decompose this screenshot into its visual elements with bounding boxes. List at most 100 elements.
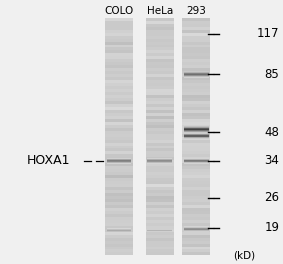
Bar [182,128,211,131]
Bar [146,107,174,110]
Bar [182,101,211,104]
Bar [182,86,211,89]
Bar [182,199,211,202]
Bar [184,159,209,160]
Bar [182,124,211,128]
Bar [182,107,211,110]
Bar [146,219,174,223]
Bar [182,50,211,53]
Bar [105,175,133,178]
Text: (kD): (kD) [233,251,255,261]
Bar [146,160,174,163]
Bar [107,230,131,231]
Bar [182,83,211,86]
Bar [105,160,133,163]
Bar [146,128,174,131]
Bar [105,193,133,196]
Bar [105,101,133,104]
Bar [105,130,133,134]
Bar [146,92,174,95]
Bar [184,131,209,132]
Bar [105,178,133,181]
Bar [146,199,174,202]
Bar [105,240,133,244]
Bar [146,35,174,39]
Bar [182,154,211,157]
Bar [107,158,131,159]
Bar [182,80,211,83]
Bar [105,83,133,86]
Text: COLO: COLO [104,6,134,16]
Bar [146,65,174,68]
Bar [182,104,211,107]
Bar [184,132,209,133]
Bar [146,116,174,119]
Bar [105,128,133,131]
Bar [182,178,211,181]
Bar [146,243,174,247]
Bar [184,231,209,232]
Text: HOXA1: HOXA1 [27,154,70,167]
Bar [105,202,133,205]
Bar [184,229,209,230]
Bar [105,17,133,21]
Bar [146,228,174,232]
Bar [182,252,211,256]
Bar [105,219,133,223]
Bar [105,112,133,116]
Bar [146,225,174,229]
Bar [182,151,211,154]
Bar [146,246,174,249]
Bar [105,142,133,145]
Bar [105,154,133,157]
Bar [182,190,211,193]
Bar [105,196,133,199]
Bar [105,62,133,65]
Bar [146,83,174,86]
Bar [105,199,133,202]
Bar [182,29,211,33]
Bar [146,29,174,33]
Bar [146,112,174,116]
Bar [182,59,211,62]
Bar [105,184,133,187]
Bar [146,50,174,53]
Bar [182,65,211,68]
Bar [182,74,211,77]
Bar [182,142,211,145]
Bar [105,139,133,143]
Bar [182,17,211,21]
Bar [184,127,209,128]
Bar [182,68,211,71]
Bar [146,89,174,92]
Bar [182,202,211,205]
Bar [182,181,211,184]
Bar [146,151,174,154]
Bar [146,124,174,128]
Bar [184,71,209,72]
Bar [105,71,133,74]
Bar [146,44,174,48]
Bar [184,133,209,134]
Bar [182,163,211,166]
Bar [184,228,209,229]
Bar [184,71,209,72]
Bar [146,232,174,235]
Bar [184,128,209,129]
Bar [105,50,133,53]
Bar [146,202,174,205]
Bar [146,234,174,238]
Bar [105,41,133,45]
Bar [182,21,211,24]
Bar [146,77,174,80]
Bar [182,234,211,238]
Bar [182,211,211,214]
Bar [182,249,211,252]
Bar [105,187,133,190]
Bar [184,230,209,231]
Bar [105,225,133,229]
Bar [105,205,133,208]
Bar [146,133,174,136]
Bar [105,92,133,95]
Bar [105,35,133,39]
